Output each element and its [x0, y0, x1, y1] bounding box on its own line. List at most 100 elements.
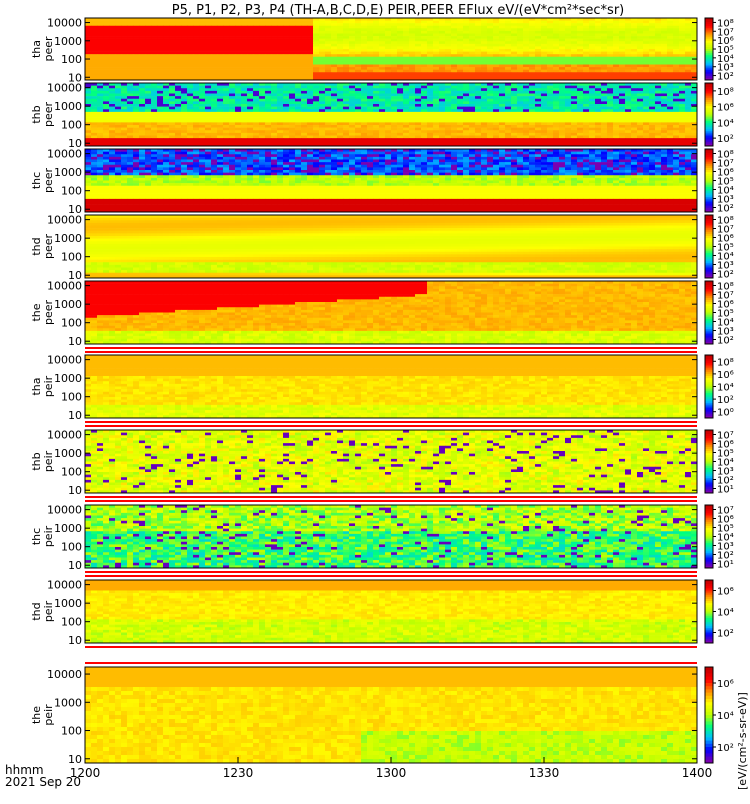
heatmap-cell — [523, 46, 529, 49]
heatmap-cell — [679, 117, 685, 120]
heatmap-cell — [487, 31, 493, 34]
heatmap-cell — [409, 75, 415, 78]
heatmap-cell — [133, 54, 139, 57]
heatmap-cell — [685, 133, 691, 136]
heatmap-cell — [253, 136, 259, 139]
heatmap-cell — [337, 120, 343, 123]
heatmap-cell — [385, 96, 391, 99]
heatmap-cell — [205, 133, 211, 136]
heatmap-cell — [277, 26, 283, 29]
heatmap-cell — [613, 112, 619, 115]
heatmap-cell — [337, 91, 343, 94]
heatmap-cell — [385, 117, 391, 120]
heatmap-cell — [121, 101, 127, 104]
heatmap-cell — [649, 125, 655, 128]
heatmap-cell — [259, 88, 265, 91]
heatmap-cell — [445, 52, 451, 55]
heatmap-cell — [145, 138, 151, 141]
heatmap-cell — [295, 23, 301, 26]
heatmap-cell — [625, 133, 631, 136]
heatmap-cell — [145, 141, 151, 144]
heatmap-cell — [175, 28, 181, 31]
heatmap-cell — [97, 62, 103, 65]
heatmap-cell — [277, 70, 283, 73]
heatmap-cell — [121, 86, 127, 89]
heatmap-cell — [175, 96, 181, 99]
heatmap-cell — [91, 94, 97, 97]
heatmap-cell — [493, 59, 499, 62]
heatmap-cell — [97, 52, 103, 55]
heatmap-cell — [163, 120, 169, 123]
heatmap-cell — [481, 88, 487, 91]
heatmap-cell — [379, 72, 385, 75]
heatmap-cell — [379, 49, 385, 52]
heatmap-cell — [313, 54, 319, 57]
heatmap-cell — [253, 99, 259, 102]
heatmap-cell — [157, 26, 163, 29]
heatmap-cell — [217, 28, 223, 31]
heatmap-cell — [607, 91, 613, 94]
heatmap-cell — [583, 36, 589, 39]
heatmap-cell — [619, 67, 625, 70]
heatmap-cell — [541, 39, 547, 42]
heatmap-cell — [679, 130, 685, 133]
heatmap-cell — [637, 120, 643, 123]
heatmap-cell — [85, 46, 91, 49]
heatmap-cell — [439, 57, 445, 60]
heatmap-cell — [145, 46, 151, 49]
heatmap-cell — [289, 141, 295, 144]
heatmap-cell — [139, 49, 145, 52]
heatmap-cell — [607, 133, 613, 136]
heatmap-cell — [655, 41, 661, 44]
heatmap-cell — [355, 46, 361, 49]
heatmap-cell — [211, 112, 217, 115]
heatmap-cell — [235, 86, 241, 89]
heatmap-cell — [115, 75, 121, 78]
heatmap-cell — [421, 88, 427, 91]
heatmap-cell — [361, 41, 367, 44]
heatmap-cell — [313, 99, 319, 102]
heatmap-cell — [535, 62, 541, 65]
heatmap-cell — [199, 109, 205, 112]
heatmap-cell — [421, 41, 427, 44]
heatmap-cell — [361, 138, 367, 141]
heatmap-cell — [397, 133, 403, 136]
heatmap-cell — [661, 39, 667, 42]
heatmap-cell — [307, 120, 313, 123]
heatmap-cell — [571, 49, 577, 52]
heatmap-cell — [205, 107, 211, 110]
heatmap-cell — [211, 94, 217, 97]
heatmap-cell — [199, 130, 205, 133]
heatmap-cell — [241, 31, 247, 34]
heatmap-cell — [667, 65, 673, 68]
heatmap-cell — [553, 49, 559, 52]
heatmap-cell — [91, 99, 97, 102]
heatmap-cell — [289, 54, 295, 57]
heatmap-cell — [361, 23, 367, 26]
heatmap-cell — [103, 94, 109, 97]
heatmap-cell — [601, 141, 607, 144]
heatmap-cell — [151, 107, 157, 110]
heatmap-cell — [619, 21, 625, 24]
heatmap-cell — [145, 28, 151, 31]
heatmap-cell — [535, 117, 541, 120]
heatmap-cell — [415, 104, 421, 107]
heatmap-cell — [487, 99, 493, 102]
heatmap-cell — [463, 136, 469, 139]
heatmap-cell — [211, 128, 217, 131]
heatmap-cell — [661, 107, 667, 110]
heatmap-cell — [343, 115, 349, 118]
heatmap-cell — [517, 34, 523, 37]
heatmap-cell — [475, 86, 481, 89]
heatmap-cell — [259, 133, 265, 136]
heatmap-cell — [415, 128, 421, 131]
heatmap-cell — [553, 31, 559, 34]
heatmap-cell — [529, 26, 535, 29]
heatmap-cell — [193, 75, 199, 78]
heatmap-cell — [565, 136, 571, 139]
heatmap-cell — [163, 21, 169, 24]
heatmap-cell — [139, 41, 145, 44]
heatmap-cell — [319, 34, 325, 37]
heatmap-cell — [511, 120, 517, 123]
heatmap-cell — [349, 107, 355, 110]
